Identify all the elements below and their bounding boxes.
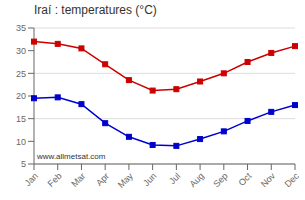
svg-text:Apr: Apr xyxy=(94,171,111,188)
svg-text:Jul: Jul xyxy=(167,171,182,186)
svg-text:Sep: Sep xyxy=(211,171,229,189)
svg-text:30: 30 xyxy=(16,46,26,56)
svg-text:20: 20 xyxy=(16,91,26,101)
svg-text:Aug: Aug xyxy=(188,171,206,189)
svg-text:Jan: Jan xyxy=(23,171,40,188)
svg-text:Oct: Oct xyxy=(236,171,253,188)
svg-text:10: 10 xyxy=(16,137,26,147)
svg-text:Nov: Nov xyxy=(259,171,278,190)
svg-text:5: 5 xyxy=(21,159,26,169)
svg-text:May: May xyxy=(116,171,135,190)
svg-text:Dec: Dec xyxy=(283,171,297,190)
svg-text:15: 15 xyxy=(16,114,26,124)
svg-text:Mar: Mar xyxy=(69,171,87,189)
html-text:www.allmetsat.com: www.allmetsat.com xyxy=(37,152,106,161)
html-text:Iraí : temperatures (°C): Iraí : temperatures (°C) xyxy=(34,3,157,17)
svg-text:35: 35 xyxy=(16,23,26,33)
svg-text:Jun: Jun xyxy=(141,171,158,188)
svg-text:25: 25 xyxy=(16,69,26,79)
svg-text:Feb: Feb xyxy=(46,171,64,189)
